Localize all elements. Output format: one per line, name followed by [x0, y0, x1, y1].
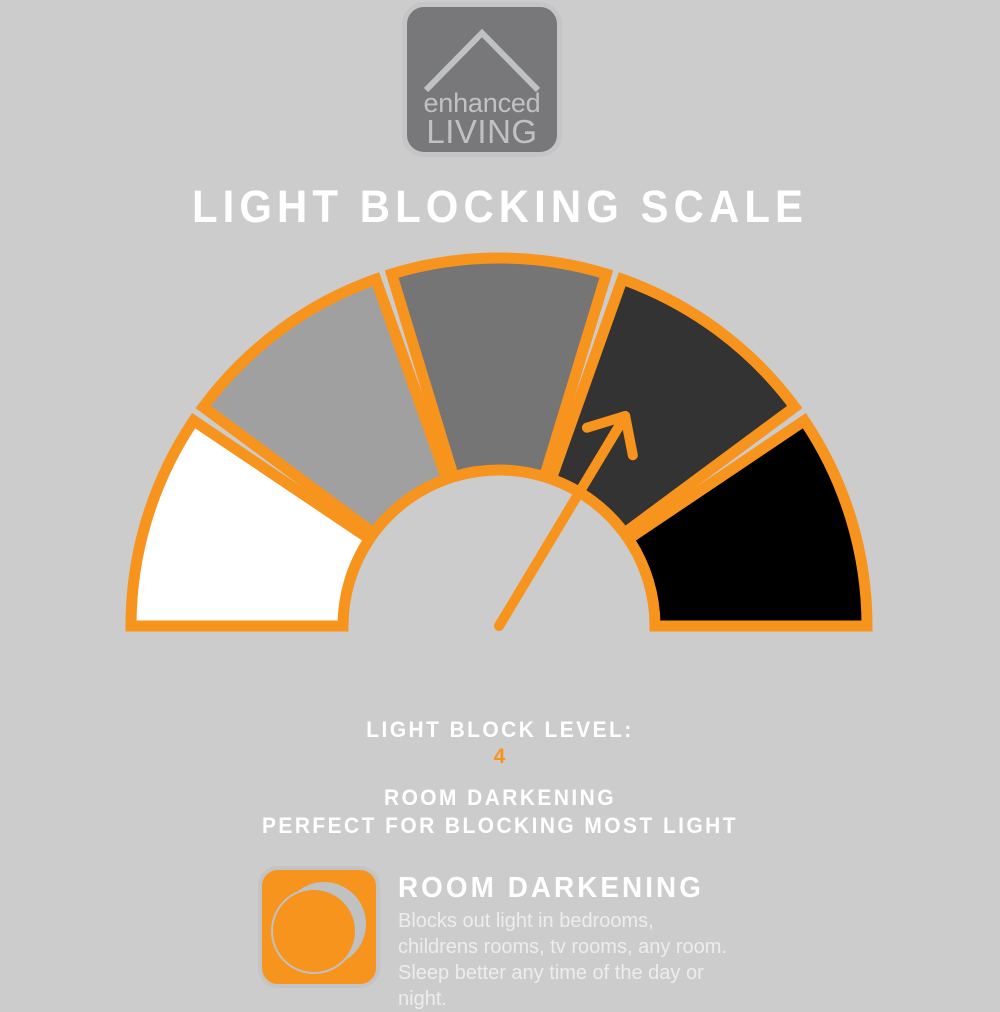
crescent-moon-icon — [271, 882, 366, 974]
info-card-description: Blocks out light in bedrooms, childrens … — [398, 910, 727, 1010]
info-card-icon — [258, 866, 380, 988]
info-card-title: ROOM DARKENING — [398, 872, 704, 904]
brand-logo: enhanced LIVING — [402, 2, 562, 157]
gauge-segment-1 — [125, 413, 378, 632]
readout-block: LIGHT BLOCK LEVEL: 4 ROOM DARKENING PERF… — [0, 716, 1000, 840]
page-title: LIGHT BLOCKING SCALE — [191, 181, 809, 232]
logo-word-living: LIVING — [426, 113, 538, 150]
needle-arrowhead — [581, 410, 638, 461]
readout-level-label: LIGHT BLOCK LEVEL: — [366, 717, 634, 742]
gauge-segment-3 — [384, 252, 614, 484]
light-blocking-gauge — [125, 252, 873, 632]
info-card-body: ROOM DARKENING Blocks out light in bedro… — [398, 866, 778, 1012]
needle-shaft — [494, 410, 631, 631]
gauge-segments — [125, 252, 873, 632]
roof-chevron-icon — [423, 28, 541, 93]
logo-plate — [402, 2, 562, 157]
readout-desc-line1: ROOM DARKENING — [384, 785, 616, 810]
readout-level-value: 4 — [493, 745, 507, 768]
logo-word-enhanced: enhanced — [423, 88, 541, 118]
readout-desc-line2: PERFECT FOR BLOCKING MOST LIGHT — [262, 813, 738, 838]
gauge-segment-5 — [620, 413, 873, 632]
gauge-needle-arrow — [494, 410, 638, 631]
gauge-segment-2 — [195, 272, 454, 541]
info-card: ROOM DARKENING Blocks out light in bedro… — [258, 866, 778, 1012]
